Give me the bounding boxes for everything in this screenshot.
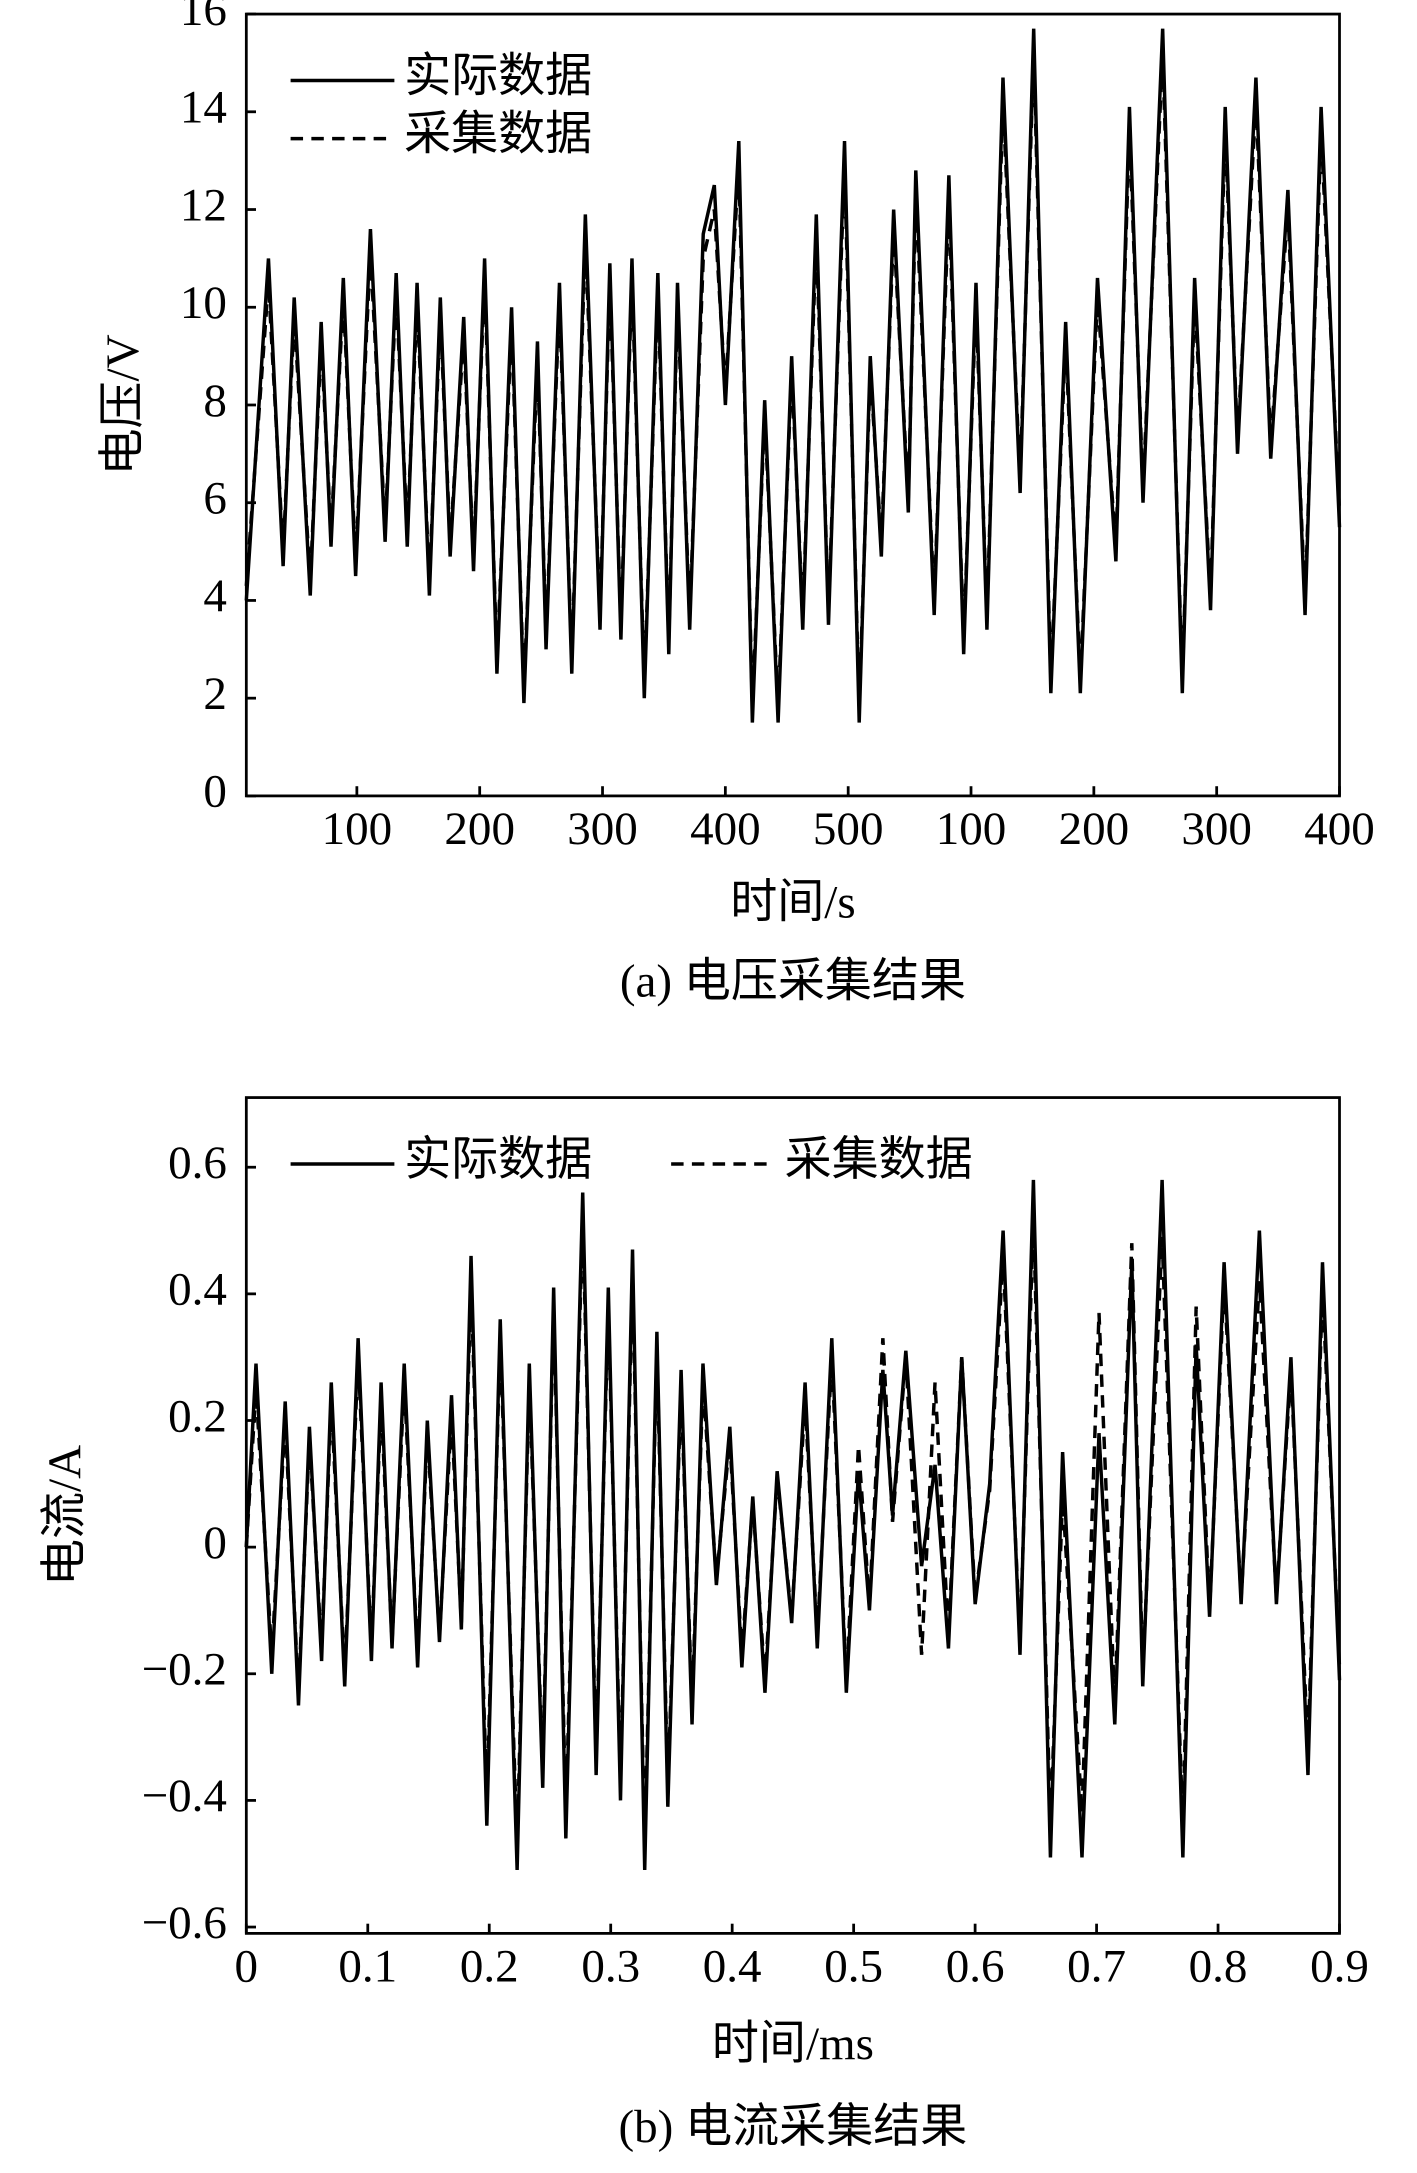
x-tick-label: 0.4	[703, 1941, 762, 1993]
y-tick-label: 4	[203, 570, 227, 622]
x-tick-label: 0.3	[581, 1941, 640, 1993]
y-tick-label: −0.6	[142, 1897, 227, 1949]
y-tick-label: 2	[203, 668, 227, 720]
x-tick-label: 300	[567, 803, 638, 855]
y-tick-label: 6	[203, 473, 227, 525]
x-tick-label: 200	[1059, 803, 1130, 855]
x-tick-label: 0.2	[460, 1941, 519, 1993]
y-tick-label: 14	[180, 82, 227, 134]
x-tick-label: 300	[1181, 803, 1252, 855]
x-tick-label: 100	[322, 803, 393, 855]
y-tick-label: 0.6	[168, 1137, 227, 1189]
x-tick-label: 0.1	[338, 1941, 397, 1993]
y-tick-label: 0	[203, 766, 227, 818]
series-line	[244, 1179, 1342, 1871]
x-tick-label: 0.7	[1067, 1941, 1126, 1993]
x-tick-label: 0	[235, 1941, 259, 1993]
y-tick-label: 16	[180, 0, 227, 36]
caption: (a) 电压采集结果	[620, 955, 966, 1007]
x-axis-label: 时间/s	[730, 876, 855, 928]
x-tick-label: 500	[813, 803, 884, 855]
x-tick-label: 400	[690, 803, 761, 855]
y-axis-label: 电流/A	[39, 1445, 91, 1586]
x-tick-label: 0.9	[1310, 1941, 1369, 1993]
x-tick-label: 200	[444, 803, 515, 855]
y-tick-label: 0.2	[168, 1390, 227, 1442]
y-tick-label: 0.4	[168, 1264, 227, 1316]
y-tick-label: 0	[203, 1517, 227, 1569]
caption: (b) 电流采集结果	[619, 2101, 968, 2153]
y-tick-label: 10	[180, 277, 227, 329]
y-tick-label: −0.4	[142, 1770, 227, 1822]
x-tick-label: 0.8	[1189, 1941, 1248, 1993]
legend-label: 实际数据	[404, 50, 592, 102]
x-tick-label: 400	[1304, 803, 1375, 855]
x-tick-label: 100	[936, 803, 1007, 855]
x-axis-label: 时间/ms	[712, 2018, 874, 2070]
y-tick-label: −0.2	[142, 1644, 227, 1696]
series-line	[244, 28, 1342, 723]
y-axis-label: 电压/V	[97, 334, 149, 475]
legend-label: 实际数据	[404, 1134, 592, 1186]
y-tick-label: 12	[180, 179, 227, 231]
x-tick-label: 0.6	[946, 1941, 1005, 1993]
y-tick-label: 8	[203, 375, 227, 427]
x-tick-label: 0.5	[824, 1941, 883, 1993]
legend-label: 采集数据	[785, 1134, 973, 1186]
legend-label: 采集数据	[404, 108, 592, 160]
